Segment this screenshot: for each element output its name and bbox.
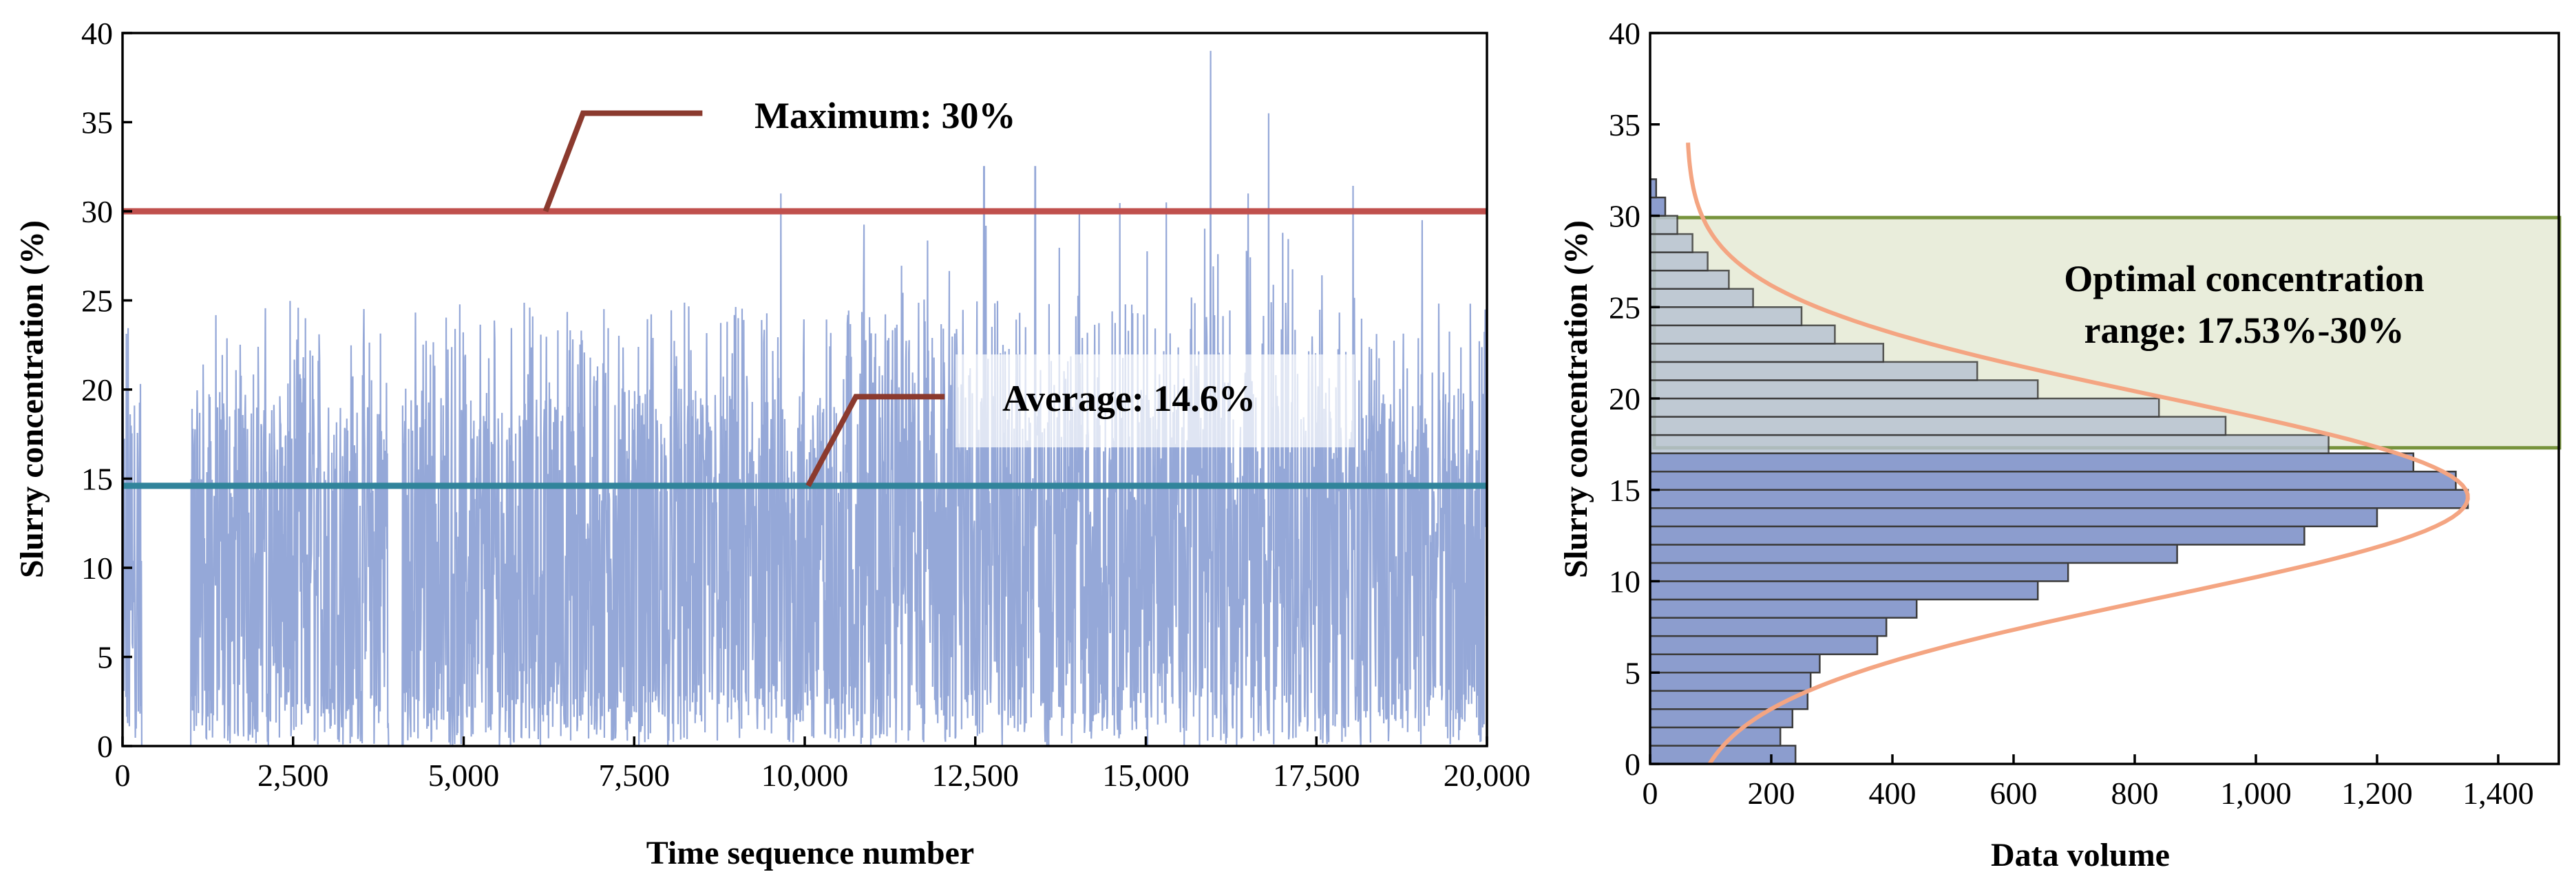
x-tick-label: 400 [1869,776,1917,811]
average-label-background [956,354,1355,447]
histogram-bar [1649,617,1888,637]
histogram-bar [1649,672,1812,692]
histogram-bar [1649,416,2227,436]
histogram-bar [1649,708,1794,729]
histogram-bar [1649,434,2330,454]
x-tick-label: 7,500 [599,758,671,793]
histogram-bar [1649,215,1678,235]
y-tick-label: 10 [1609,564,1640,599]
histogram-bar [1649,562,2069,582]
histogram-bar [1649,397,2160,418]
histogram-bar [1649,269,1730,290]
average-label: Average: 14.6% [1002,378,1256,419]
y-tick-label: 25 [1609,290,1640,325]
histogram-bar [1649,251,1709,272]
x-tick-label: 800 [2111,776,2159,811]
histogram-bar [1649,580,2039,601]
x-tick-label: 17,500 [1273,758,1360,793]
x-tick-label: 10,000 [761,758,849,793]
concentration-series [121,50,1488,747]
left-axis-ticks: 0 2,500 5,000 7,500 10,000 12,500 15,000 17,500… [81,16,1530,793]
y-tick-label: 30 [1609,199,1640,234]
histogram-bar [1649,343,1885,363]
maximum-label: Maximum: 30% [754,95,1015,136]
optimal-range-label-line2: range: 17.53%-30% [2084,310,2405,351]
histogram-bar [1649,233,1693,253]
y-tick-label: 10 [81,551,113,586]
x-tick-label: 0 [1643,776,1658,811]
histogram-bar [1649,690,1809,710]
histogram-bar [1649,288,1754,308]
left-x-axis-title: Time sequence number [646,835,974,871]
histogram-bar [1649,726,1782,747]
left-y-axis-title: Slurry concentration (%) [14,220,50,578]
y-tick-label: 40 [81,16,113,51]
histogram-bar [1649,544,2178,564]
x-tick-label: 12,500 [932,758,1020,793]
x-tick-label: 5,000 [428,758,500,793]
maximum-leader [542,110,703,213]
histogram-bars [1649,178,2469,765]
x-tick-label: 1,000 [2220,776,2292,811]
x-tick-label: 2,500 [257,758,329,793]
right-y-axis-title: Slurry concentration (%) [1558,220,1594,578]
time-series-chart: 0 2,500 5,000 7,500 10,000 12,500 15,000 17,500… [14,16,1530,871]
y-tick-label: 20 [1609,381,1640,416]
average-leader [805,394,945,487]
y-tick-label: 40 [1609,16,1640,51]
y-tick-label: 35 [81,105,113,140]
right-axis-ticks: 0 200 400 600 800 1,000 1,200 1,400 0 5 10 15 20 25 30… [1609,16,2534,811]
right-x-axis-title: Data volume [1991,837,2170,873]
histogram-bar [1649,196,1667,217]
y-tick-label: 20 [81,372,113,407]
y-tick-label: 15 [1609,473,1640,508]
x-tick-label: 1,200 [2341,776,2413,811]
x-tick-label: 0 [115,758,131,793]
y-tick-label: 15 [81,462,113,497]
histogram-bar [1649,452,2415,473]
histogram-bar [1649,653,1821,674]
histogram-bar [1649,635,1879,655]
x-tick-label: 20,000 [1444,758,1531,793]
y-tick-label: 0 [97,729,113,764]
x-tick-label: 600 [1990,776,2038,811]
y-tick-label: 35 [1609,107,1640,142]
x-tick-label: 1,400 [2462,776,2534,811]
histogram-bar [1649,507,2378,528]
histogram-bar [1649,489,2469,509]
x-tick-label: 200 [1748,776,1795,811]
histogram-bar [1649,598,1918,619]
x-tick-label: 15,000 [1102,758,1190,793]
histogram-bar [1649,306,1803,327]
y-tick-label: 5 [97,640,113,675]
y-tick-label: 25 [81,284,113,319]
y-tick-label: 0 [1625,747,1640,782]
reference-lines [123,110,1487,489]
y-tick-label: 30 [81,194,113,229]
y-tick-label: 5 [1625,655,1640,690]
histogram-bar [1649,470,2457,491]
optimal-range-label-line1: Optimal concentration [2064,258,2424,299]
histogram-chart: 0 200 400 600 800 1,000 1,200 1,400 0 5 10 15 20 25 30… [1558,16,2562,873]
histogram-bar [1649,525,2305,546]
histogram-bar [1649,361,1978,381]
concentration-trace [121,50,1488,747]
histogram-bar [1649,324,1836,345]
histogram-bar [1649,379,2039,400]
normal-fit-curve [1686,142,2470,765]
